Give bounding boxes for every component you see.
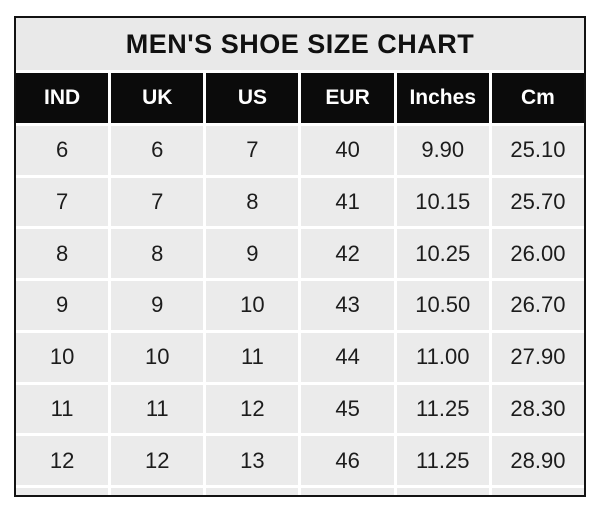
column-header-cm: Cm xyxy=(491,73,584,123)
table-cell: 7 xyxy=(111,177,204,227)
column-header-us: US xyxy=(206,73,299,123)
bottom-spacer xyxy=(111,488,204,495)
table-cell: 12 xyxy=(16,436,109,485)
table-cell: 45 xyxy=(301,384,394,434)
bottom-spacer xyxy=(491,488,584,495)
table-cell: 25.10 xyxy=(491,126,584,175)
table-cell: 46 xyxy=(301,436,394,485)
column-header-uk: UK xyxy=(111,73,204,123)
bottom-spacer xyxy=(396,488,489,495)
table-cell: 28.30 xyxy=(491,384,584,434)
bottom-spacer xyxy=(16,488,109,495)
table-cell: 10.15 xyxy=(396,177,489,227)
table-cell: 10 xyxy=(111,332,204,382)
table-cell: 11 xyxy=(111,384,204,434)
chart-title: MEN'S SHOE SIZE CHART xyxy=(16,18,584,70)
table-cell: 11 xyxy=(16,384,109,434)
bottom-spacer xyxy=(301,488,394,495)
column-header-ind: IND xyxy=(16,73,109,123)
table-cell: 43 xyxy=(301,281,394,330)
table-cell: 26.00 xyxy=(491,229,584,279)
table-cell: 7 xyxy=(206,126,299,175)
table-cell: 13 xyxy=(206,436,299,485)
table-cell: 28.90 xyxy=(491,436,584,485)
table-cell: 9.90 xyxy=(396,126,489,175)
table-cell: 10 xyxy=(206,281,299,330)
table-cell: 10.50 xyxy=(396,281,489,330)
table-cell: 12 xyxy=(206,384,299,434)
bottom-spacer xyxy=(206,488,299,495)
table-cell: 9 xyxy=(206,229,299,279)
table-cell: 44 xyxy=(301,332,394,382)
table-cell: 11 xyxy=(206,332,299,382)
table-cell: 26.70 xyxy=(491,281,584,330)
table-cell: 9 xyxy=(16,281,109,330)
table-cell: 10 xyxy=(16,332,109,382)
table-cell: 9 xyxy=(111,281,204,330)
table-cell: 11.25 xyxy=(396,384,489,434)
table-cell: 11.25 xyxy=(396,436,489,485)
table-cell: 7 xyxy=(16,177,109,227)
table-cell: 8 xyxy=(111,229,204,279)
table-cell: 11.00 xyxy=(396,332,489,382)
table-cell: 12 xyxy=(111,436,204,485)
shoe-size-chart-table: MEN'S SHOE SIZE CHART IND UK US EUR Inch… xyxy=(14,16,586,497)
table-cell: 25.70 xyxy=(491,177,584,227)
column-header-inches: Inches xyxy=(396,73,489,123)
table-cell: 6 xyxy=(111,126,204,175)
table-cell: 8 xyxy=(16,229,109,279)
column-header-eur: EUR xyxy=(301,73,394,123)
table-cell: 10.25 xyxy=(396,229,489,279)
table-cell: 6 xyxy=(16,126,109,175)
table-cell: 40 xyxy=(301,126,394,175)
table-cell: 41 xyxy=(301,177,394,227)
table-cell: 27.90 xyxy=(491,332,584,382)
table-cell: 8 xyxy=(206,177,299,227)
table-cell: 42 xyxy=(301,229,394,279)
